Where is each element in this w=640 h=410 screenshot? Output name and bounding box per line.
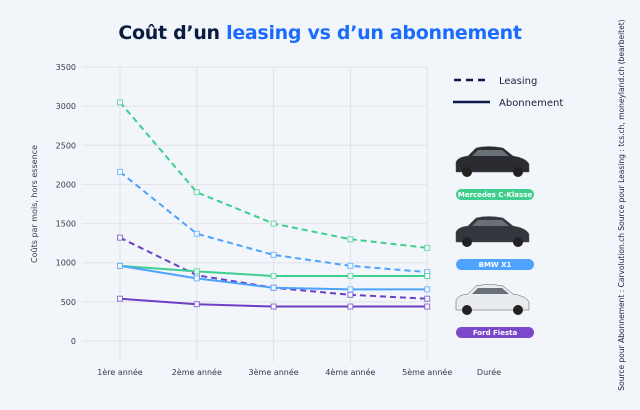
data-point <box>270 303 277 310</box>
car-label: Mercedes C-Klasse <box>458 191 533 199</box>
x-tick-label: 5ème année <box>402 367 452 377</box>
x-tick-label: 2ème année <box>172 367 222 377</box>
y-axis-label: Coûts par mois, hors essence <box>30 145 39 263</box>
data-point <box>270 284 277 291</box>
car-image <box>455 284 530 315</box>
data-point <box>424 295 431 302</box>
car-image <box>455 216 530 247</box>
y-tick-label: 3000 <box>56 102 76 111</box>
car-label-pill <box>456 327 534 338</box>
data-point <box>347 236 354 243</box>
legend-leasing: Leasing <box>499 76 537 87</box>
y-tick-label: 2500 <box>56 141 76 150</box>
y-tick-label: 2000 <box>56 180 76 189</box>
data-point <box>117 262 123 269</box>
data-point <box>193 301 200 308</box>
data-point <box>193 275 200 282</box>
y-tick-label: 500 <box>61 298 76 307</box>
car-label-pill <box>456 259 534 270</box>
x-tick-label: 3ème année <box>249 367 299 377</box>
title-part-2: leasing vs d’un abonnement <box>226 22 522 44</box>
y-tick-label: 3500 <box>56 63 76 72</box>
data-point <box>424 273 431 280</box>
car-image <box>455 146 530 177</box>
data-point <box>193 268 200 275</box>
data-point <box>424 303 431 310</box>
legend: Leasing Abonnement <box>453 76 563 109</box>
data-point <box>347 303 354 310</box>
data-point <box>117 234 123 241</box>
data-point <box>270 220 277 227</box>
x-tick-label: 1ère année <box>97 367 143 377</box>
y-tick-label: 0 <box>71 337 76 346</box>
data-point <box>270 251 277 258</box>
x-axis-label: Durée <box>477 367 501 377</box>
data-point <box>193 230 200 237</box>
legend-abonnement: Abonnement <box>499 98 563 109</box>
title-part-1: Coût d’un <box>118 22 227 44</box>
data-point <box>117 295 123 302</box>
data-point <box>193 189 200 196</box>
data-point <box>347 291 354 298</box>
series-line <box>119 171 428 274</box>
chart-title: Coût d’un leasing vs d’un abonnement <box>0 22 640 44</box>
data-point <box>347 262 354 269</box>
y-tick-label: 1000 <box>56 259 76 268</box>
data-point <box>117 99 123 106</box>
data-point <box>117 168 123 175</box>
car-label: Ford Fiesta <box>473 329 518 337</box>
data-point <box>424 286 431 293</box>
x-tick-label: 4ème année <box>325 367 375 377</box>
sources-note: Source pour Abonnement : Carvolution.ch … <box>617 19 626 390</box>
car-label: BMW X1 <box>479 261 512 269</box>
data-point <box>347 273 354 280</box>
y-tick-label: 1500 <box>56 220 76 229</box>
data-point <box>424 244 431 251</box>
car-label-pill <box>456 189 534 200</box>
data-point <box>347 286 354 293</box>
data-point <box>270 273 277 280</box>
